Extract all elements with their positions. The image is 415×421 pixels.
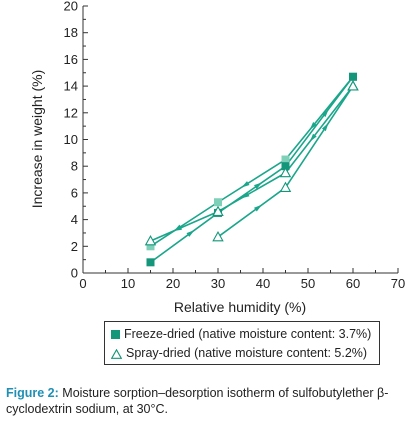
y-tick-label: 6 bbox=[71, 185, 78, 200]
chart-legend: Freeze-dried (native moisture content: 3… bbox=[104, 321, 380, 365]
freeze-dried-desorption-point bbox=[146, 242, 155, 251]
filled-square-icon bbox=[111, 330, 120, 340]
spray-dried-desorption-point bbox=[279, 166, 292, 178]
freeze-dried-sorption-point bbox=[349, 72, 357, 81]
chart-ticks: 0 2 4 6 8 10 12 14 16 18 20 0 10 20 30 40 50 60 70 bbox=[64, 0, 406, 291]
legend-item-spray-dried: Spray-dried (native moisture content: 5.… bbox=[111, 344, 367, 362]
freeze-dried-sorption-line bbox=[150, 76, 354, 263]
legend-label-freeze-dried: Freeze-dried (native moisture content: 3… bbox=[124, 327, 372, 341]
direction-arrow-icon bbox=[173, 225, 182, 232]
y-tick-label: 20 bbox=[64, 0, 78, 14]
direction-arrow-icon bbox=[321, 108, 329, 118]
legend-label-spray-dried: Spray-dried (native moisture content: 5.… bbox=[126, 346, 368, 360]
spray-dried-desorption-point bbox=[347, 80, 359, 91]
spray-dried-sorption-point bbox=[279, 181, 292, 192]
x-axis-label: Relative humidity (%) bbox=[174, 299, 306, 315]
y-tick-label: 18 bbox=[64, 25, 78, 40]
caption-text: Moisture sorption–desorption isotherm of… bbox=[6, 386, 389, 416]
x-tick-label: 70 bbox=[391, 276, 405, 291]
direction-arrow-icon bbox=[254, 182, 263, 189]
chart-lines bbox=[150, 76, 354, 263]
freeze-dried-sorption-point bbox=[146, 258, 155, 267]
spray-dried-desorption-point bbox=[212, 205, 224, 216]
y-tick-label: 0 bbox=[71, 266, 78, 281]
freeze-dried-desorption-line bbox=[150, 76, 354, 247]
y-tick-label: 8 bbox=[71, 159, 78, 174]
x-tick-label: 20 bbox=[166, 276, 180, 291]
y-tick-label: 10 bbox=[64, 132, 78, 147]
y-tick-label: 2 bbox=[71, 239, 78, 254]
freeze-dried-desorption-point bbox=[214, 198, 222, 207]
figure-caption: Figure 2: Moisture sorption–desorption i… bbox=[6, 385, 411, 417]
spray-dried-desorption-line bbox=[150, 85, 354, 242]
chart-markers bbox=[144, 72, 359, 267]
y-axis-label: Increase in weight (%) bbox=[29, 70, 45, 209]
freeze-dried-desorption-point bbox=[281, 155, 290, 164]
x-tick-label: 50 bbox=[301, 276, 315, 291]
direction-arrow-icon bbox=[241, 181, 250, 188]
freeze-dried-sorption-point bbox=[281, 162, 290, 171]
spray-dried-desorption-point bbox=[144, 235, 157, 246]
chart-axes bbox=[82, 6, 398, 274]
direction-arrow-icon bbox=[309, 121, 317, 130]
x-tick-label: 30 bbox=[211, 276, 225, 291]
x-tick-label: 10 bbox=[121, 276, 135, 291]
x-tick-label: 0 bbox=[79, 276, 86, 291]
spray-dried-sorption-point bbox=[212, 231, 224, 242]
x-tick-label: 60 bbox=[346, 276, 360, 291]
direction-arrow-icon bbox=[321, 122, 329, 132]
direction-arrow-icon bbox=[309, 133, 317, 142]
open-triangle-icon bbox=[111, 348, 122, 359]
y-tick-label: 4 bbox=[71, 212, 78, 227]
x-tick-label: 40 bbox=[256, 276, 270, 291]
direction-arrow-icon bbox=[254, 204, 263, 212]
y-tick-label: 14 bbox=[64, 79, 78, 94]
sorption-chart: 0 2 4 6 8 10 12 14 16 18 20 0 10 20 30 40 50 60 70 Relativ… bbox=[29, 0, 406, 315]
direction-arrow-icon bbox=[186, 230, 195, 237]
y-tick-label: 12 bbox=[64, 105, 78, 120]
y-tick-label: 16 bbox=[64, 52, 78, 67]
caption-label: Figure 2: bbox=[6, 386, 59, 400]
legend-item-freeze-dried: Freeze-dried (native moisture content: 3… bbox=[111, 325, 371, 343]
direction-arrow-icon bbox=[241, 192, 250, 199]
